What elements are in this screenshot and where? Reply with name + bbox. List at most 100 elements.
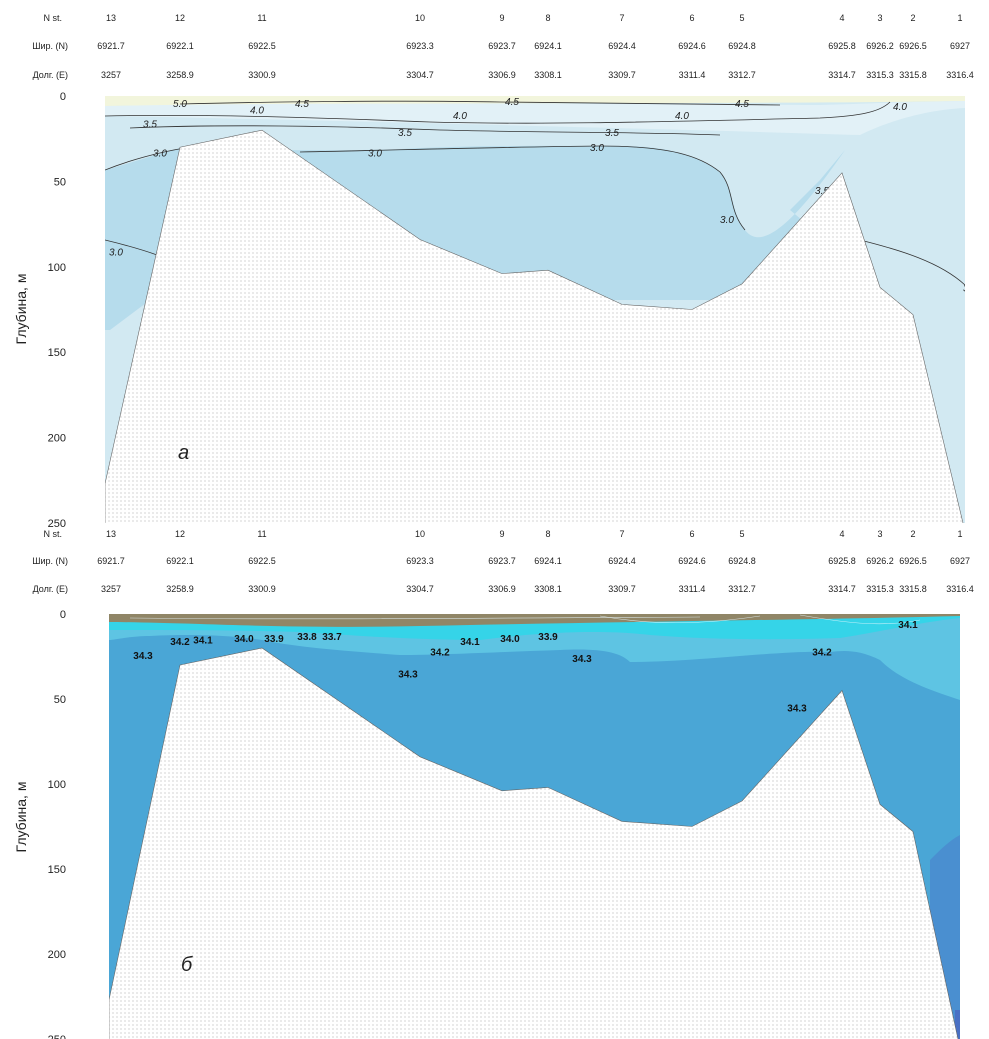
station-number: 11 xyxy=(257,13,266,23)
contour-label: 4.0 xyxy=(453,111,467,122)
contour-label: 34.3 xyxy=(133,651,153,662)
surface-mid-layer xyxy=(105,101,965,135)
station-number: 12 xyxy=(175,529,185,539)
isolines xyxy=(105,100,965,286)
station-latitude: 6924.1 xyxy=(534,41,562,51)
station-number: 1 xyxy=(957,13,962,23)
contour-label: 34.0 xyxy=(500,634,520,645)
station-latitude: 6924.1 xyxy=(534,556,562,566)
station-latitude: 6921.7 xyxy=(97,41,125,51)
y-tick-label: 50 xyxy=(54,176,66,188)
contour-label: 33.9 xyxy=(538,632,558,643)
station-latitude: 6924.4 xyxy=(608,556,636,566)
station-latitude: 6923.3 xyxy=(406,41,434,51)
y-tick-label: 100 xyxy=(48,262,66,274)
station-number: 3 xyxy=(877,529,882,539)
station-longitude: 3304.7 xyxy=(406,584,434,594)
station-longitude: 3315.3 xyxy=(866,584,894,594)
station-latitude: 6924.6 xyxy=(678,41,706,51)
station-longitude: 3300.9 xyxy=(248,70,276,80)
station-longitude: 3311.4 xyxy=(679,584,706,594)
header-a: N st. Шир. (N) Долг. (E) 136921.73257126… xyxy=(32,13,974,80)
y-tick-label: 150 xyxy=(48,864,66,876)
brown-surface-band xyxy=(109,614,960,627)
station-latitude: 6926.5 xyxy=(899,556,927,566)
y-tick-label: 100 xyxy=(48,779,66,791)
station-longitude: 3315.8 xyxy=(899,70,927,80)
station-latitude: 6922.5 xyxy=(248,556,276,566)
station-longitude: 3308.1 xyxy=(534,70,562,80)
y-axis-title: Глубина, м xyxy=(13,782,29,853)
station-number: 10 xyxy=(415,13,425,23)
station-longitude: 3316.4 xyxy=(946,584,974,594)
contour-label: 4.0 xyxy=(675,111,689,122)
y-tick-label: 200 xyxy=(48,949,66,961)
contour-label: 4.5 xyxy=(295,99,309,110)
chart-b-salinity: 34.334.2 34.1 34.0 33.9 33.8 33.734.334.234.1… xyxy=(13,609,960,1039)
station-latitude: 6922.5 xyxy=(248,41,276,51)
contour-label: 34.2 xyxy=(170,637,190,648)
y-tick-label: 250 xyxy=(48,1034,66,1039)
station-number: 10 xyxy=(415,529,425,539)
y-tick-label: 0 xyxy=(60,609,66,621)
station-latitude: 6923.7 xyxy=(488,556,516,566)
station-latitude: 6922.1 xyxy=(166,556,194,566)
station-latitude: 6924.8 xyxy=(728,41,756,51)
y-tick-label: 0 xyxy=(60,91,66,103)
station-longitude: 3258.9 xyxy=(166,70,194,80)
station-latitude: 6922.1 xyxy=(166,41,194,51)
station-longitude: 3308.1 xyxy=(534,584,562,594)
y-axis-title: Глубина, м xyxy=(13,274,29,345)
contour-label: 3.5 xyxy=(815,186,829,197)
header-label-lat: Шир. (N) xyxy=(32,556,68,566)
station-number: 5 xyxy=(739,13,744,23)
contour-label: 34.1 xyxy=(898,620,918,631)
station-latitude: 6926.5 xyxy=(899,41,927,51)
station-longitude: 3309.7 xyxy=(608,584,636,594)
station-number: 13 xyxy=(106,529,116,539)
station-longitude: 3257 xyxy=(101,70,121,80)
station-number: 12 xyxy=(175,13,185,23)
contour-label: 34.2 xyxy=(812,647,832,658)
y-tick-label: 150 xyxy=(48,347,66,359)
contour-label: 3.5 xyxy=(605,128,619,139)
panel-label-b: б xyxy=(181,954,193,976)
station-longitude: 3304.7 xyxy=(406,70,434,80)
y-tick-label: 50 xyxy=(54,694,66,706)
station-number: 1 xyxy=(957,529,962,539)
station-longitude: 3306.9 xyxy=(488,584,516,594)
station-number: 2 xyxy=(910,529,915,539)
header-label-lat: Шир. (N) xyxy=(32,41,68,51)
y-tick-label: 250 xyxy=(48,518,66,530)
contour-label: 3.5 xyxy=(398,128,412,139)
station-latitude: 6923.3 xyxy=(406,556,434,566)
station-latitude: 6923.7 xyxy=(488,41,516,51)
station-number: 13 xyxy=(106,13,116,23)
station-number: 7 xyxy=(619,529,624,539)
contour-label: 5.0 xyxy=(173,99,187,110)
contour-label: 33.7 xyxy=(322,632,342,643)
contour-label: 4.0 xyxy=(250,106,264,117)
station-number: 6 xyxy=(689,13,694,23)
station-latitude: 6924.4 xyxy=(608,41,636,51)
contour-label: 3.5 xyxy=(963,283,977,294)
station-longitude: 3300.9 xyxy=(248,584,276,594)
seabed-terrain xyxy=(109,647,959,1039)
panel-label-a: а xyxy=(178,442,189,464)
deepest-water-zone xyxy=(955,1010,960,1039)
header-label-station: N st. xyxy=(43,13,62,23)
station-latitude: 6921.7 xyxy=(97,556,125,566)
contour-label: 3.0 xyxy=(368,148,382,159)
station-number: 5 xyxy=(739,529,744,539)
contour-label: 4.0 xyxy=(893,102,907,113)
station-latitude: 6925.8 xyxy=(828,556,856,566)
station-number: 3 xyxy=(877,13,882,23)
station-longitude: 3312.7 xyxy=(728,584,756,594)
station-number: 8 xyxy=(545,529,550,539)
station-number: 4 xyxy=(839,529,844,539)
header-label-station: N st. xyxy=(43,529,62,539)
warm-surface-layer xyxy=(105,96,965,106)
station-longitude: 3309.7 xyxy=(608,70,636,80)
contour-label: 34.3 xyxy=(398,670,418,681)
